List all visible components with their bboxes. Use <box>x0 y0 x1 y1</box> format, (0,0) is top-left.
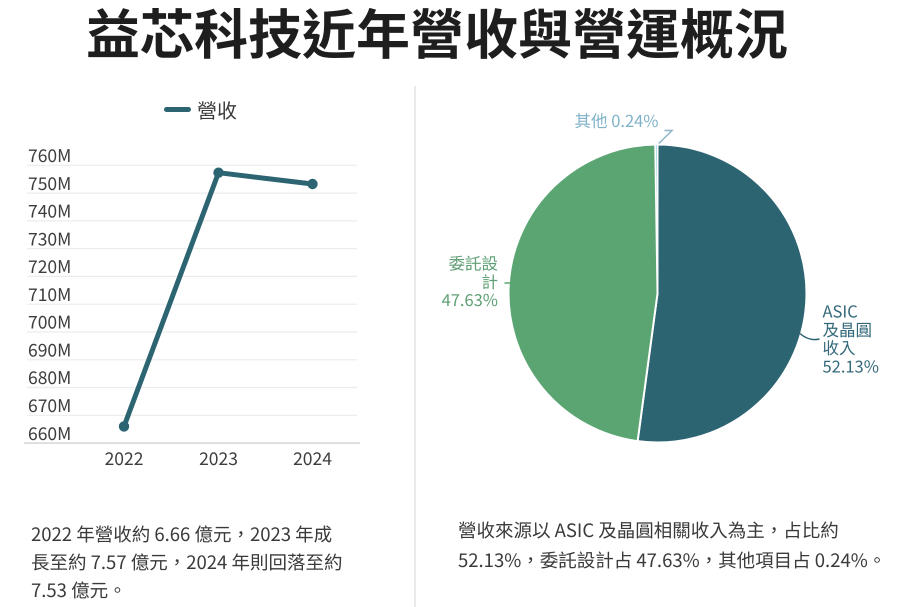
svg-text:700M: 700M <box>28 310 71 335</box>
svg-text:2024: 2024 <box>293 446 332 471</box>
svg-text:720M: 720M <box>28 254 71 279</box>
svg-text:660M: 660M <box>28 421 71 446</box>
svg-text:其他 0.24%: 其他 0.24% <box>575 108 659 132</box>
svg-text:47.63%: 47.63% <box>442 287 498 311</box>
svg-text:750M: 750M <box>28 171 71 196</box>
svg-text:690M: 690M <box>28 338 71 363</box>
svg-text:2022: 2022 <box>105 446 144 471</box>
svg-text:52.13%: 52.13% <box>823 353 879 377</box>
svg-text:委託設: 委託設 <box>449 251 499 275</box>
svg-text:2023: 2023 <box>199 446 238 471</box>
svg-text:760M: 760M <box>28 143 71 168</box>
svg-text:及晶圓: 及晶圓 <box>823 317 873 341</box>
svg-text:收入: 收入 <box>823 335 856 359</box>
svg-text:710M: 710M <box>28 282 71 307</box>
svg-text:計: 計 <box>482 269 499 293</box>
svg-text:670M: 670M <box>28 393 71 418</box>
svg-text:680M: 680M <box>28 365 71 390</box>
svg-text:730M: 730M <box>28 226 71 251</box>
svg-text:740M: 740M <box>28 199 71 224</box>
svg-text:ASIC: ASIC <box>823 299 858 323</box>
